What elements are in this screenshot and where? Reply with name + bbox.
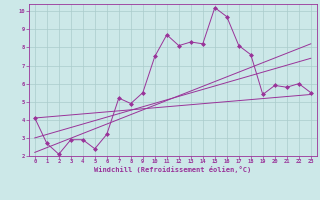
X-axis label: Windchill (Refroidissement éolien,°C): Windchill (Refroidissement éolien,°C) — [94, 166, 252, 173]
